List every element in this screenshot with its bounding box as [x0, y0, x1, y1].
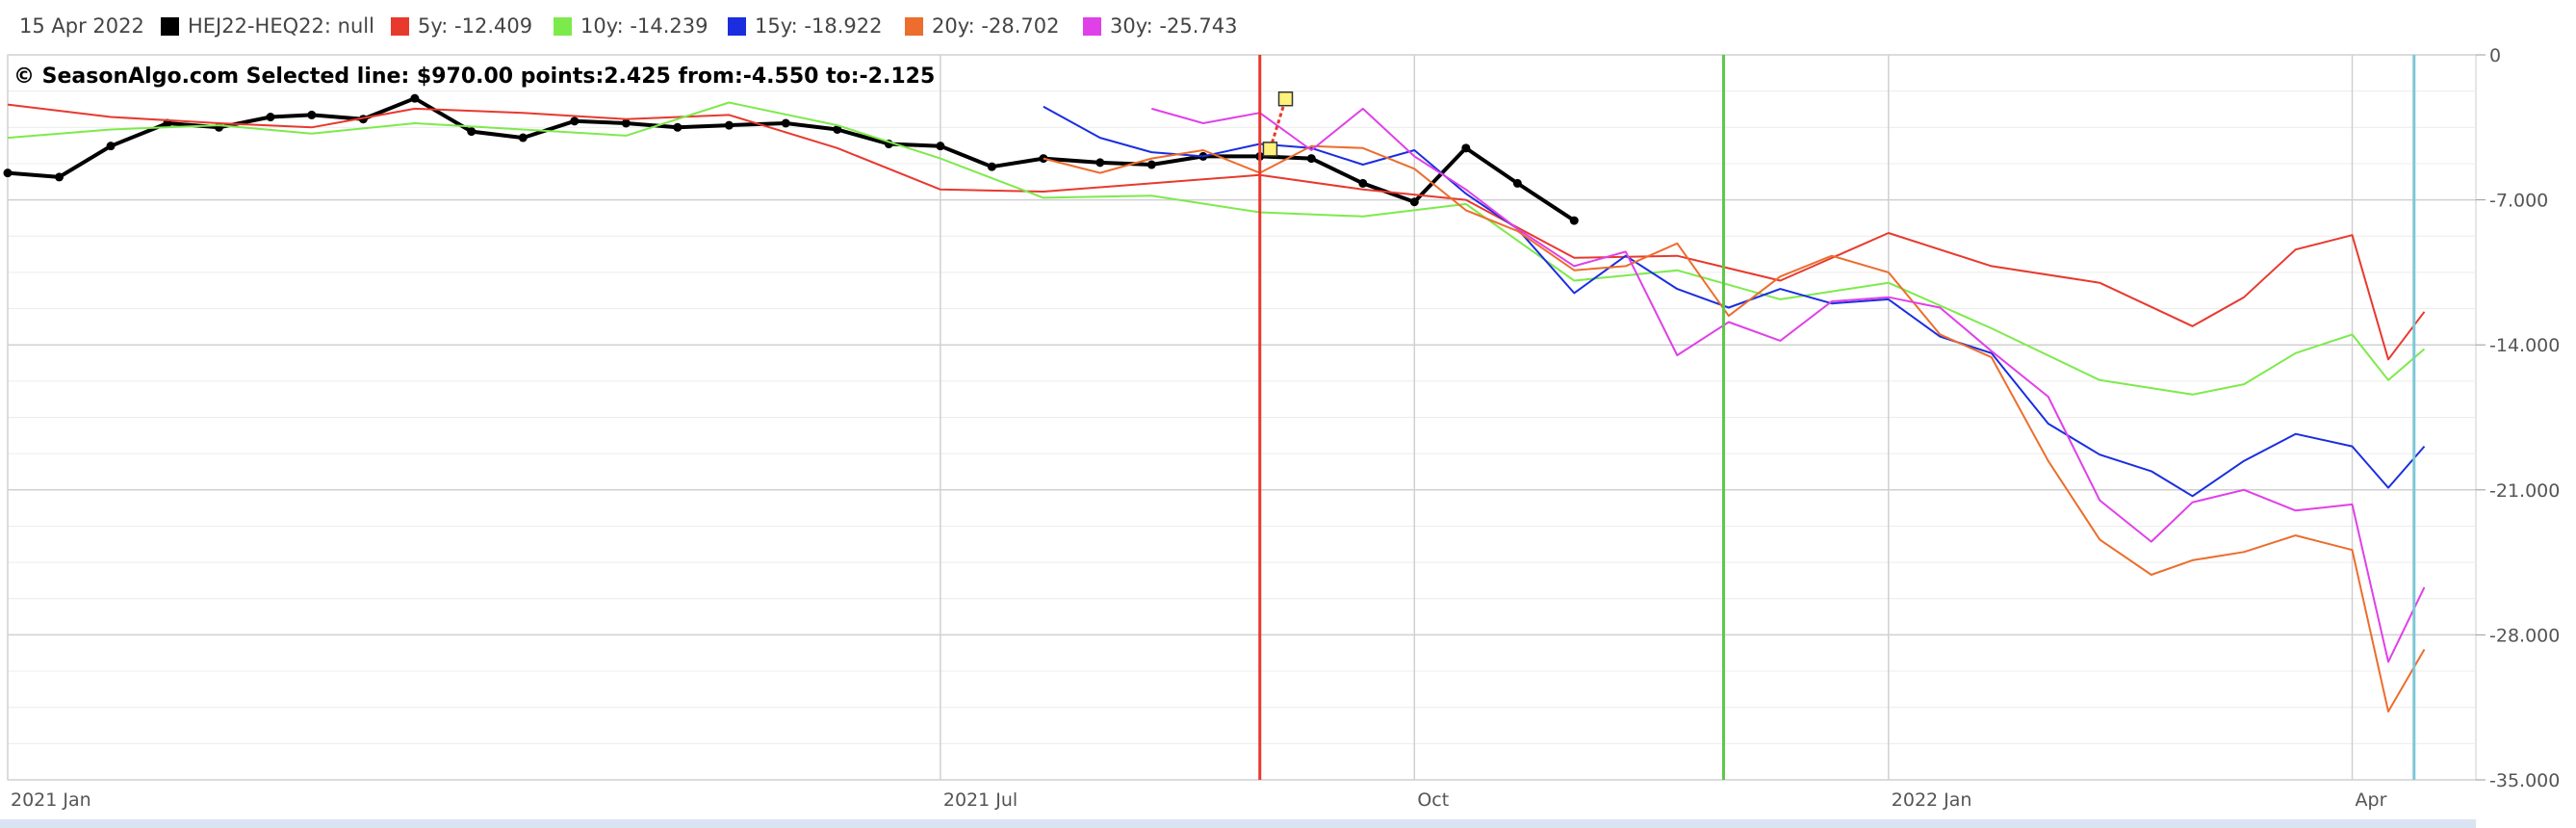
series-point-HEJ22-HEQ22: [781, 118, 790, 128]
series-point-HEJ22-HEQ22: [1306, 154, 1316, 164]
x-tick-label: 2021 Jan: [11, 789, 91, 811]
x-tick-label: 2021 Jul: [943, 789, 1018, 811]
series-point-HEJ22-HEQ22: [1146, 160, 1156, 169]
legend-label-5y: 5y: [418, 14, 442, 38]
legend-label-15y: 15y: [755, 14, 791, 38]
chart-annotation: © SeasonAlgo.com Selected line: $970.00 …: [13, 65, 935, 89]
legend-label-10y: 10y: [580, 14, 617, 38]
legend-swatch-15y: [728, 17, 746, 36]
series-point-HEJ22-HEQ22: [266, 113, 275, 122]
y-tick-label: -21.000: [2489, 480, 2560, 502]
legend-value-5y: -12.409: [454, 14, 533, 38]
series-point-HEJ22-HEQ22: [3, 168, 13, 178]
legend-value-20y: -28.702: [981, 14, 1060, 38]
series-point-HEJ22-HEQ22: [1095, 158, 1105, 168]
series-line-5y: [7, 103, 2426, 361]
selection-from-marker: [1262, 142, 1278, 157]
series-point-HEJ22-HEQ22: [307, 110, 317, 119]
x-tick-label: Apr: [2356, 789, 2387, 811]
selection-line: [1269, 98, 1287, 150]
legend: 15 Apr 2022 HEJ22-HEQ22: null 5y: -12.40…: [0, 0, 2503, 54]
legend-swatch-30y: [1083, 17, 1101, 36]
series-point-HEJ22-HEQ22: [833, 124, 842, 134]
legend-value-15y: -18.922: [804, 14, 883, 38]
selection-to-marker: [1277, 91, 1294, 107]
legend-date: 15 Apr 2022: [19, 14, 144, 38]
series-point-HEJ22-HEQ22: [518, 133, 528, 142]
navigator-bar[interactable]: [0, 819, 2476, 828]
legend-swatch-20y: [905, 17, 923, 36]
series-point-HEJ22-HEQ22: [1461, 143, 1471, 153]
series-point-HEJ22-HEQ22: [55, 172, 64, 182]
series-line-30y: [1151, 107, 2426, 663]
series-line-10y: [7, 101, 2426, 396]
legend-label-30y: 30y: [1110, 14, 1146, 38]
legend-item-30y[interactable]: 30y: -25.743: [1083, 14, 1237, 38]
legend-swatch-10y: [554, 17, 572, 36]
legend-item-10y[interactable]: 10y: -14.239: [554, 14, 708, 38]
series-point-HEJ22-HEQ22: [673, 122, 683, 132]
legend-item-20y[interactable]: 20y: -28.702: [905, 14, 1059, 38]
legend-swatch-5y: [391, 17, 409, 36]
legend-item-15y[interactable]: 15y: -18.922: [728, 14, 882, 38]
series-point-HEJ22-HEQ22: [987, 162, 996, 171]
y-tick-label: -14.000: [2489, 335, 2560, 356]
y-tick-label: -28.000: [2489, 625, 2560, 646]
series-point-HEJ22-HEQ22: [936, 142, 945, 151]
series-point-HEJ22-HEQ22: [724, 120, 734, 130]
legend-swatch-spread: [161, 17, 179, 36]
legend-item-spread[interactable]: HEJ22-HEQ22: null: [161, 14, 374, 38]
series-point-HEJ22-HEQ22: [570, 116, 580, 126]
x-tick-label: Oct: [1417, 789, 1449, 811]
series-line-20y: [1043, 144, 2426, 712]
legend-label-spread: HEJ22-HEQ22: [188, 14, 324, 38]
series-point-HEJ22-HEQ22: [621, 118, 631, 128]
legend-label-20y: 20y: [932, 14, 968, 38]
y-tick-label: 0: [2489, 45, 2501, 66]
legend-value-spread: null: [337, 14, 374, 38]
series-line-15y: [1043, 105, 2426, 498]
series-point-HEJ22-HEQ22: [1409, 197, 1419, 207]
y-tick-label: -35.000: [2489, 770, 2560, 791]
series-point-HEJ22-HEQ22: [1569, 216, 1579, 225]
series-point-HEJ22-HEQ22: [1358, 178, 1368, 188]
series-point-HEJ22-HEQ22: [410, 93, 420, 103]
series-point-HEJ22-HEQ22: [1512, 178, 1522, 188]
legend-value-10y: -14.239: [630, 14, 708, 38]
series-point-HEJ22-HEQ22: [106, 142, 116, 151]
series-point-HEJ22-HEQ22: [467, 127, 477, 137]
legend-item-5y[interactable]: 5y: -12.409: [391, 14, 532, 38]
x-tick-label: 2022 Jan: [1892, 789, 1972, 811]
series-line-HEJ22-HEQ22: [7, 96, 1576, 222]
y-tick-label: -7.000: [2489, 191, 2548, 212]
legend-value-30y: -25.743: [1159, 14, 1238, 38]
